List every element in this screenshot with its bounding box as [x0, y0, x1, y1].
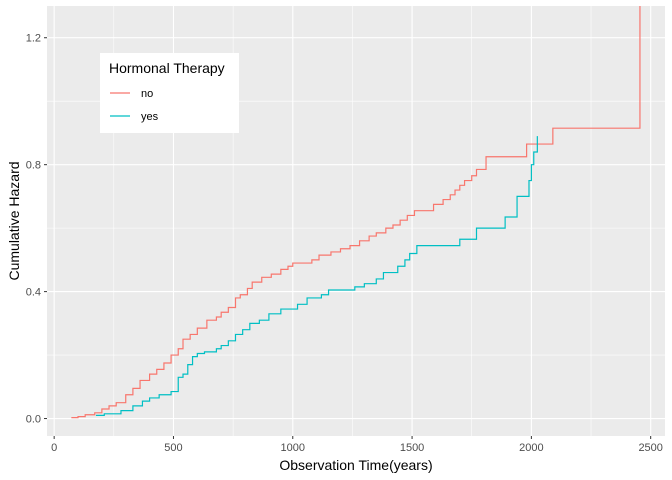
y-tick-label: 0.4: [26, 287, 41, 299]
x-tick-label: 1000: [281, 442, 305, 454]
y-axis-title: Cumulative Hazard: [6, 161, 22, 280]
x-tick-label: 1500: [400, 442, 424, 454]
legend-label-yes: yes: [141, 111, 159, 123]
series-line-no: [71, 6, 641, 419]
legend-title: Hormonal Therapy: [109, 60, 225, 76]
y-tick-label: 1.2: [26, 33, 41, 45]
y-tick-label: 0.0: [26, 414, 41, 426]
x-axis: 0 500 1000 1500 2000 2500: [51, 436, 663, 454]
x-tick-label: 2000: [519, 442, 543, 454]
legend-label-no: no: [141, 88, 153, 100]
x-tick-label: 500: [164, 442, 182, 454]
major-gridlines: [47, 6, 665, 436]
legend-items: no yes: [110, 88, 159, 123]
x-axis-title: Observation Time(years): [279, 457, 432, 473]
x-tick-label: 0: [51, 442, 57, 454]
y-axis: 0.0 0.4 0.8 1.2: [26, 33, 47, 426]
legend: Hormonal Therapy no yes: [100, 53, 239, 133]
x-tick-label: 2500: [638, 442, 662, 454]
series-line-yes: [95, 136, 538, 416]
y-tick-label: 0.8: [26, 160, 41, 172]
series-layer: [71, 6, 641, 419]
